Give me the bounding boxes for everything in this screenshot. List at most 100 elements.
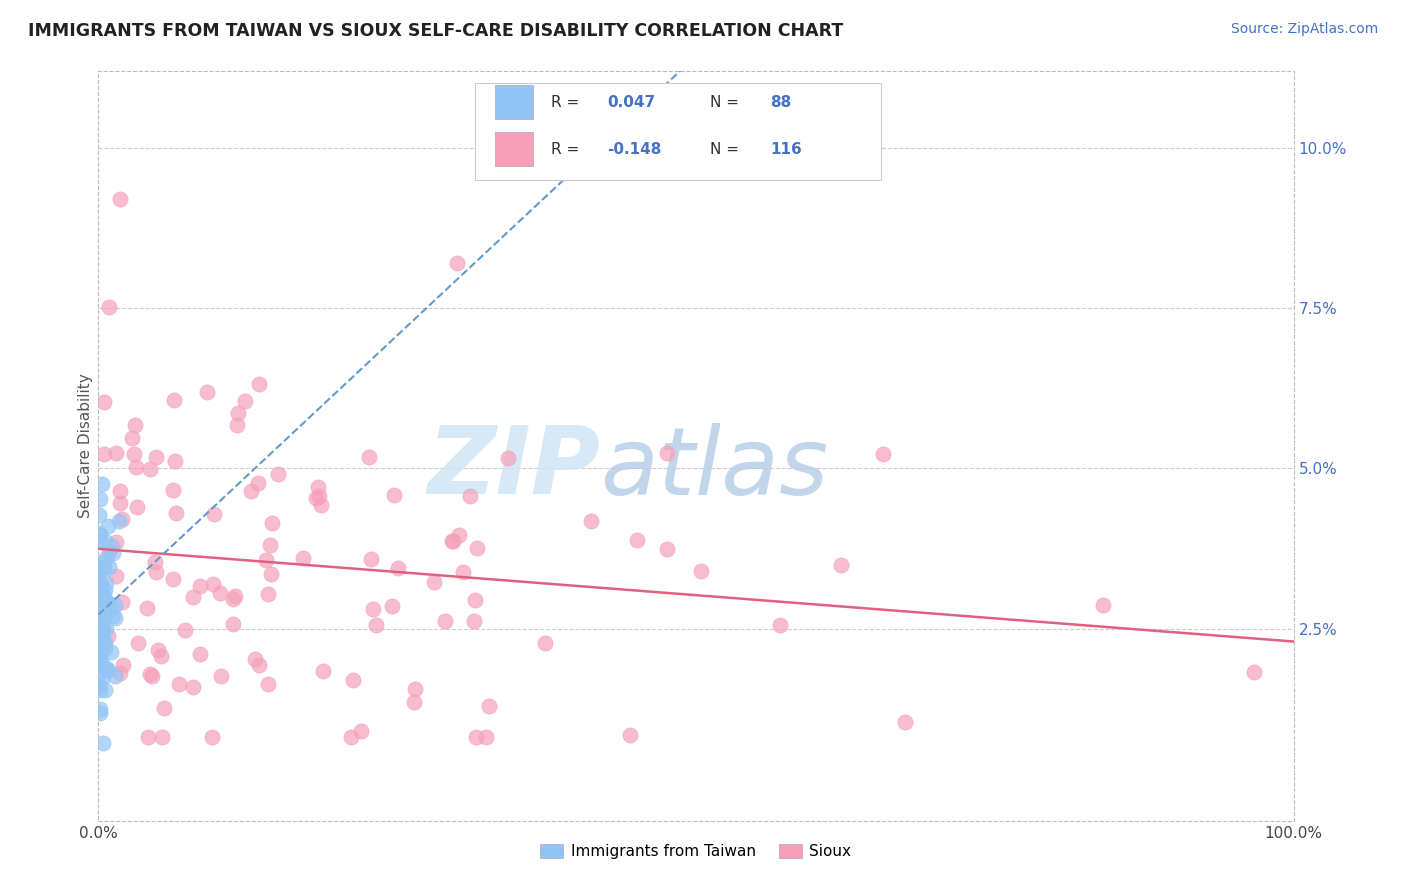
Point [89, 683, 111, 698]
Point [90, 607, 112, 622]
Point [93, 636, 115, 650]
Point [101, 539, 124, 553]
Point [90, 644, 112, 658]
Point [97, 630, 120, 644]
Point [108, 514, 131, 528]
Point [463, 615, 485, 629]
Point [87, 680, 110, 694]
Point [226, 406, 249, 420]
Point [94, 661, 117, 675]
Point [89, 658, 111, 673]
Point [267, 467, 290, 482]
Point [108, 193, 131, 207]
Text: -0.148: -0.148 [607, 142, 662, 157]
Point [94, 640, 117, 655]
Point [98, 300, 121, 314]
Point [404, 695, 426, 709]
Point [181, 590, 204, 604]
Point [89, 591, 111, 605]
Point [312, 665, 335, 679]
Point [93, 447, 115, 461]
Point [259, 538, 281, 552]
Point [89, 640, 111, 654]
Point [619, 728, 641, 742]
Point [89, 600, 111, 615]
Point [93, 607, 115, 621]
Point [104, 611, 127, 625]
Point [89, 525, 111, 540]
Point [657, 446, 679, 460]
Point [89, 586, 111, 600]
Point [87, 607, 110, 621]
Point [89, 615, 111, 630]
Point [195, 385, 218, 400]
Point [1243, 665, 1265, 679]
Text: Source: ZipAtlas.com: Source: ZipAtlas.com [1230, 22, 1378, 37]
Point [125, 500, 148, 514]
Point [87, 508, 110, 522]
Point [449, 528, 471, 542]
Point [162, 572, 184, 586]
Point [222, 592, 245, 607]
Point [381, 599, 404, 613]
FancyBboxPatch shape [475, 83, 882, 180]
Point [89, 585, 111, 599]
Point [626, 533, 648, 547]
Point [136, 731, 159, 745]
Point [309, 498, 332, 512]
Point [89, 589, 111, 603]
Point [91, 623, 114, 637]
Point [226, 417, 249, 432]
Point [104, 598, 127, 612]
Point [209, 669, 232, 683]
Point [94, 593, 117, 607]
Point [91, 670, 114, 684]
Point [89, 676, 111, 690]
Point [93, 559, 115, 574]
Point [87, 533, 110, 547]
Point [145, 555, 167, 569]
Point [188, 579, 211, 593]
Point [162, 483, 184, 497]
Point [101, 546, 124, 560]
Point [163, 392, 186, 407]
Point [256, 677, 278, 691]
Point [91, 555, 114, 569]
Point [209, 586, 232, 600]
Point [121, 431, 143, 445]
Point [90, 654, 112, 668]
Point [359, 450, 381, 464]
Point [89, 702, 111, 716]
Point [222, 616, 245, 631]
Point [104, 535, 127, 549]
Point [101, 609, 124, 624]
Point [91, 599, 114, 614]
Point [150, 731, 173, 745]
Point [247, 376, 270, 391]
Point [308, 490, 330, 504]
Point [174, 623, 197, 637]
Text: atlas: atlas [600, 423, 828, 514]
Point [872, 448, 894, 462]
Legend: Immigrants from Taiwan, Sioux: Immigrants from Taiwan, Sioux [534, 838, 858, 865]
Point [153, 701, 176, 715]
Point [364, 617, 387, 632]
Point [451, 565, 474, 579]
Point [87, 645, 110, 659]
Point [87, 604, 110, 618]
Point [689, 564, 711, 578]
Point [96, 595, 118, 609]
Point [93, 610, 115, 624]
FancyBboxPatch shape [495, 86, 533, 119]
Point [387, 561, 409, 575]
Point [830, 558, 852, 572]
Point [89, 632, 111, 647]
Point [89, 591, 111, 605]
Point [98, 602, 121, 616]
Point [150, 649, 173, 664]
Point [90, 582, 112, 597]
Text: R =: R = [551, 142, 579, 157]
Point [145, 450, 167, 464]
Point [138, 461, 160, 475]
Point [91, 635, 114, 649]
